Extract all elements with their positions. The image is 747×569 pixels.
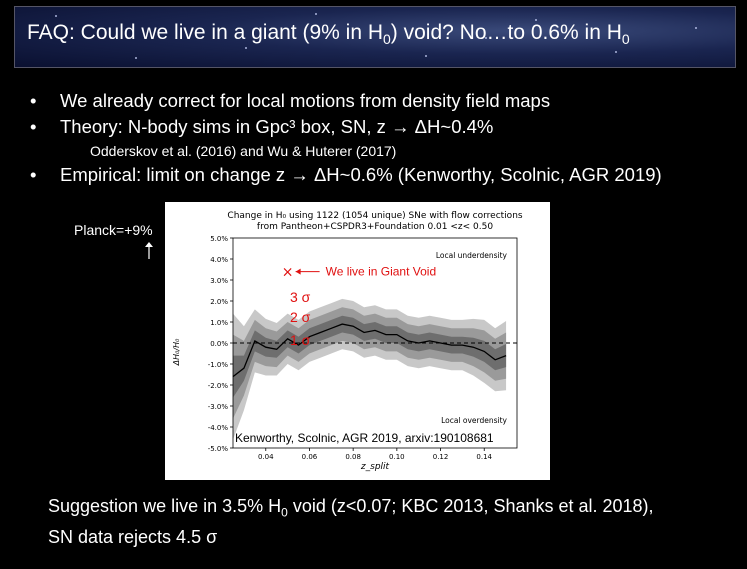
- y-tick-label: 1.0%: [210, 319, 228, 327]
- title-sub1: 0: [383, 31, 391, 48]
- bullet-dot: •: [30, 164, 37, 185]
- credit-label: Kenworthy, Scolnic, AGR 2019, arxiv:1901…: [235, 431, 494, 445]
- void-label: We live in Giant Void: [326, 265, 437, 279]
- suggestion-line2: SN data rejects 4.5 σ: [48, 526, 218, 547]
- bullet-item: • Theory: N-body sims in Gpc³ box, SN, z…: [30, 114, 730, 140]
- sigma1-label: 1 σ: [290, 332, 311, 348]
- y-tick-label: 5.0%: [210, 235, 228, 243]
- y-tick-label: -5.0%: [208, 445, 229, 453]
- y-tick-label: 4.0%: [210, 256, 228, 264]
- underdensity-label: Local underdensity: [436, 251, 508, 260]
- bullet-text: Theory: N-body sims in Gpc³ box, SN, z →…: [60, 116, 494, 137]
- x-tick-label: 0.14: [476, 453, 492, 461]
- bullet-text: Empirical: limit on change z → ΔH~0.6% (…: [60, 164, 662, 185]
- x-tick-label: 0.06: [302, 453, 318, 461]
- sigma3-label: 3 σ: [290, 289, 311, 305]
- suggestion-sub: 0: [281, 505, 288, 520]
- slide-title: FAQ: Could we live in a giant (9% in H0)…: [27, 21, 630, 47]
- chart-svg: 5.0% 4.0% 3.0% 2.0% 1.0% 0.0% -1.0% -2.0% -3.0% -…: [172, 211, 523, 472]
- suggestion-a: Suggestion we live in 3.5% H: [48, 496, 282, 516]
- y-tick-label: 2.0%: [210, 298, 228, 306]
- h0-change-chart: 5.0% 4.0% 3.0% 2.0% 1.0% 0.0% -1.0% -2.0% -3.0% -…: [165, 202, 550, 480]
- bullet-list: • We already correct for local motions f…: [30, 88, 730, 188]
- overdensity-label: Local overdensity: [441, 416, 507, 425]
- chart-title: Change in H₀ using 1122 (1054 unique) SN…: [227, 211, 522, 221]
- up-arrow-icon: [145, 242, 153, 265]
- y-tick-label: 0.0%: [210, 340, 228, 348]
- x-tick-label: 0.12: [433, 453, 449, 461]
- data-line: [232, 323, 507, 378]
- x-tick-label: 0.04: [258, 453, 274, 461]
- band-1sigma: [233, 315, 507, 398]
- y-tick-label: -2.0%: [208, 382, 229, 390]
- title-middle: ) void? No…to 0.6% in H: [390, 21, 622, 44]
- title-bar: FAQ: Could we live in a giant (9% in H0)…: [14, 6, 736, 68]
- y-axis-label: ΔH₀/H₀: [172, 338, 181, 366]
- x-tick-label: 0.10: [389, 453, 405, 461]
- sigma2-label: 2 σ: [290, 309, 311, 325]
- planck-label: Planck=+9%: [74, 222, 153, 238]
- bullet-dot: •: [30, 116, 37, 137]
- y-tick-label: -3.0%: [208, 403, 229, 411]
- suggestion-line1: Suggestion we live in 3.5% H0 void (z<0.…: [48, 494, 738, 525]
- suggestion-b: void (z<0.07; KBC 2013, Shanks et al. 20…: [287, 496, 654, 516]
- bullet-item: • Empirical: limit on change z → ΔH~0.6%…: [30, 162, 730, 188]
- void-arrow-head: [295, 268, 301, 275]
- x-axis-label: z_split: [360, 462, 390, 472]
- y-tick-label: -4.0%: [208, 424, 229, 432]
- bullet-dot: •: [30, 90, 37, 111]
- y-tick-label: 3.0%: [210, 277, 228, 285]
- y-tick-label: -1.0%: [208, 361, 229, 369]
- bullet-text: We already correct for local motions fro…: [60, 90, 551, 111]
- title-sub2: 0: [621, 31, 630, 48]
- x-tick-label: 0.08: [345, 453, 361, 461]
- chart-subtitle: from Pantheon+CSPDR3+Foundation 0.01 <z<…: [257, 222, 493, 232]
- bullet-item: • We already correct for local motions f…: [30, 88, 730, 114]
- void-marker-icon: ×: [282, 265, 294, 281]
- reference-line: Odderskov et al. (2016) and Wu & Huterer…: [90, 143, 397, 159]
- title-prefix: FAQ: Could we live in a giant (9% in H: [27, 21, 383, 44]
- suggestion-text: Suggestion we live in 3.5% H0 void (z<0.…: [48, 494, 738, 549]
